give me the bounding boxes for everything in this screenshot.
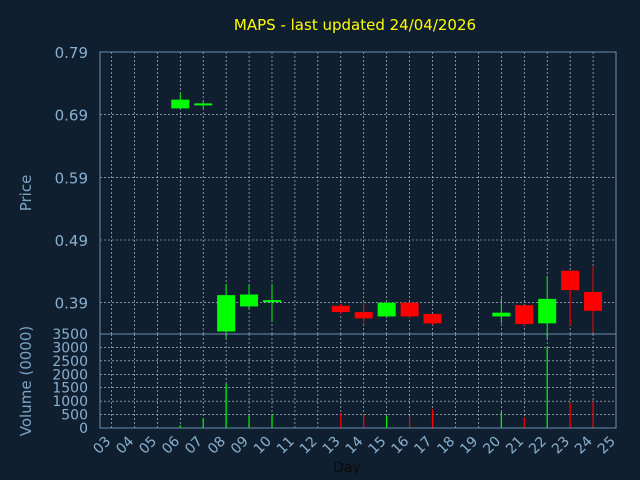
candle-body	[538, 298, 557, 324]
price-tick-label: 0.49	[55, 232, 88, 250]
volume-tick-label: 2500	[52, 354, 88, 370]
candle-body	[492, 312, 511, 317]
day-axis-label: Day	[333, 460, 361, 476]
candle-body	[171, 99, 190, 109]
price-axis-label: Price	[17, 175, 35, 212]
candle-body	[331, 305, 350, 313]
candle-body	[400, 302, 419, 317]
volume-tick-label: 3500	[52, 327, 88, 343]
candle-body	[240, 294, 259, 307]
candle-body	[217, 295, 236, 332]
volume-plot-frame	[99, 333, 617, 429]
volume-axis-label: Volume (0000)	[17, 326, 35, 436]
volume-bar-series	[179, 347, 594, 428]
price-tick-label: 0.69	[55, 107, 88, 125]
candle-body	[377, 302, 396, 317]
candle-body	[263, 300, 281, 303]
candle-body	[561, 270, 580, 291]
price-tick-label: 0.39	[55, 295, 88, 313]
chart-title: MAPS - last updated 24/04/2026	[234, 16, 476, 34]
volume-tick-label: 500	[61, 408, 88, 424]
price-tick-label: 0.79	[55, 44, 88, 62]
candle-body	[354, 312, 373, 319]
price-axis-ticks: 0.79 0.69 0.59 0.49 0.39	[55, 44, 88, 313]
candle-body	[515, 305, 534, 324]
volume-tick-label: 3000	[52, 340, 88, 356]
volume-tick-label: 1500	[52, 381, 88, 397]
volume-tick-label: 2000	[52, 367, 88, 383]
volume-grid	[100, 334, 616, 428]
day-axis-ticks: 03 04 05 06 07 08 09 10 11 12 13 14 15 16 17 18 19 20 21 22…	[90, 433, 618, 457]
candlestick-series	[171, 92, 603, 340]
volume-tick-label: 0	[79, 421, 88, 437]
price-tick-label: 0.59	[55, 169, 88, 187]
candle-body	[584, 292, 603, 311]
volume-tick-label: 1000	[52, 394, 88, 410]
candle-body	[194, 103, 213, 106]
candle-body	[423, 313, 442, 324]
price-grid	[100, 51, 616, 334]
